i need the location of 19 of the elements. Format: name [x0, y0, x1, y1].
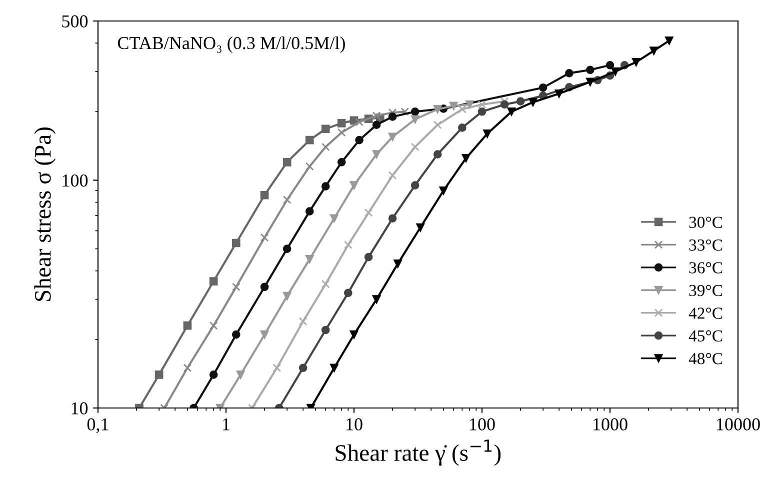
- y-tick-label: 500: [62, 15, 88, 28]
- y-tick-label: 100: [62, 174, 88, 187]
- x-tick-label: 0,1: [87, 418, 108, 434]
- legend-label: 33°C: [689, 239, 722, 251]
- x-tick-label: 1: [223, 418, 230, 430]
- legend-label: 36°C: [689, 262, 722, 274]
- x-tick-label: 10000: [717, 418, 760, 430]
- legend-label: 48°C: [688, 353, 722, 364]
- legend-label: 45°C: [688, 330, 722, 342]
- y-axis-title: Shear stress σ (Pa): [34, 128, 56, 301]
- legend-label: 30°C: [689, 216, 722, 228]
- legend-label: 39°C: [689, 284, 722, 296]
- legend-label: 42°C: [688, 308, 722, 319]
- x-tick-label: 100: [470, 418, 495, 430]
- y-tick-label: 10: [72, 402, 88, 414]
- x-axis-title: Shear rate γ̇ (s$^{−1}$): [336, 440, 501, 466]
- x-tick-label: 10: [346, 418, 362, 430]
- x-tick-label: 1000: [594, 418, 628, 430]
- annotation: CTAB/NaNO₃ (0.3 M/l/0.5M/l): [118, 36, 345, 53]
